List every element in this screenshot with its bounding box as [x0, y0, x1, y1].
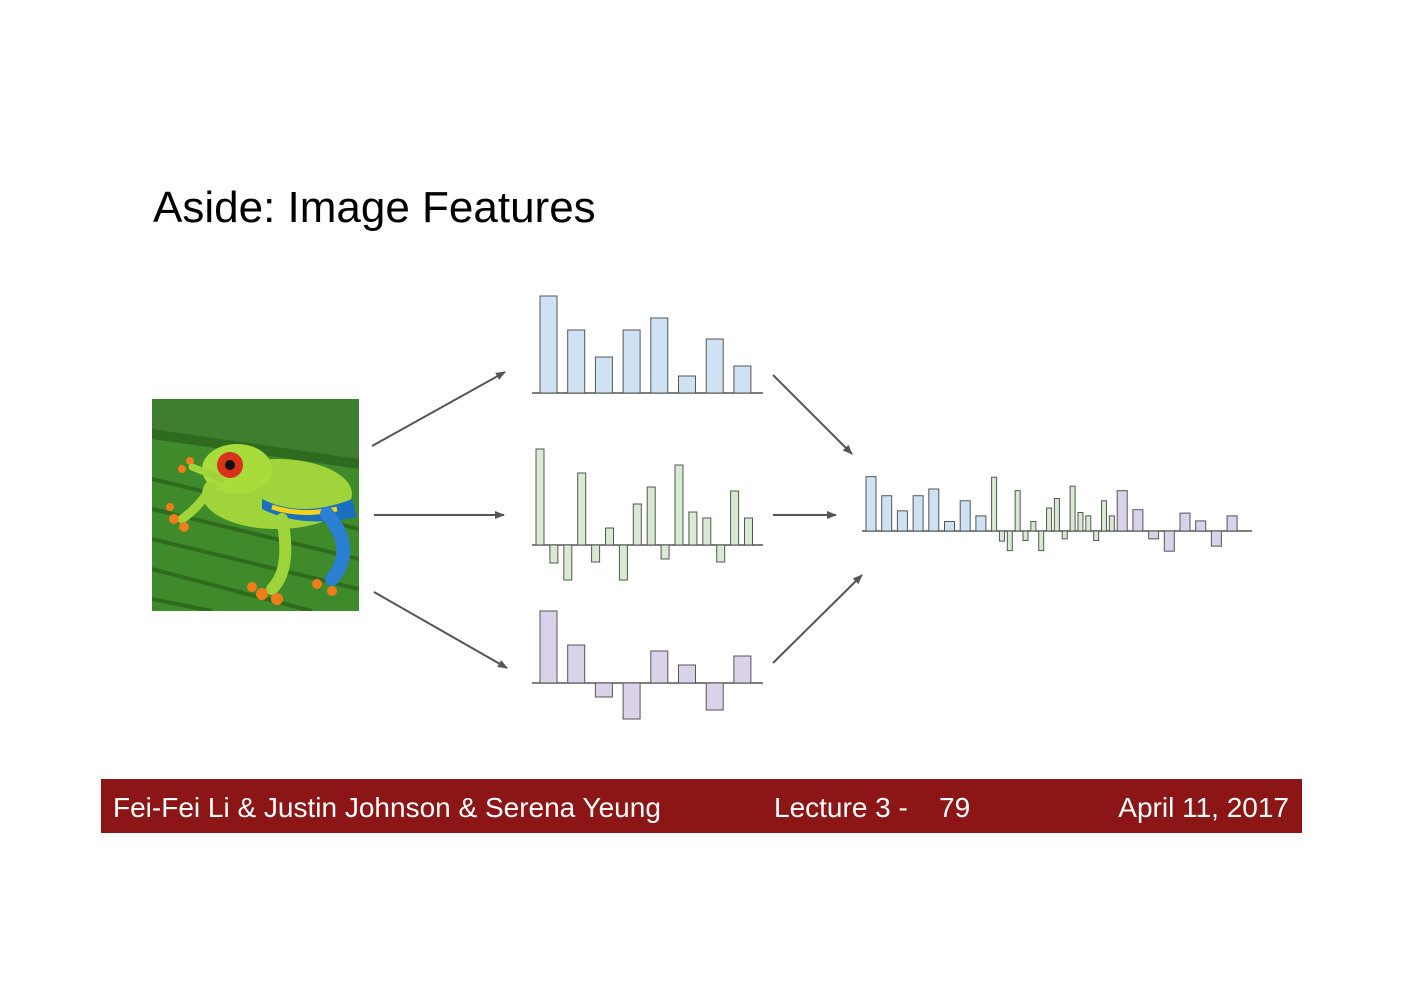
footer-date: April 11, 2017	[1118, 792, 1289, 823]
concat-f2-bar-12	[1077, 512, 1084, 532]
feature-2-bar-1	[535, 448, 545, 546]
concat-f2-bar-13	[1085, 515, 1092, 532]
concat-f1-bar-7	[959, 500, 971, 532]
feature-1-bar-1	[539, 295, 558, 394]
concat-f1-bar-3	[896, 510, 908, 532]
feature-1-bar-8	[733, 365, 752, 394]
concat-f1-bar-2	[881, 495, 893, 532]
concat-f2-bar-16	[1108, 515, 1115, 532]
concat-f3-bar-6	[1195, 520, 1207, 532]
concat-f3-bar-4	[1163, 530, 1175, 552]
concat-f2-bar-15	[1101, 500, 1107, 532]
feature-1-bar-7	[705, 338, 724, 394]
arrow-to-feature-1	[371, 371, 506, 447]
concat-f2-bar-9	[1053, 498, 1060, 532]
concat-f2-bar-7	[1038, 530, 1045, 552]
feature-2-bar-15	[730, 490, 740, 546]
feature-2-bar-12	[688, 511, 698, 546]
feature-3-bar-5	[650, 650, 669, 684]
feature-2-bar-10	[660, 544, 670, 560]
concat-f3-bar-2	[1132, 509, 1144, 532]
feature-2-bar-8	[632, 503, 642, 546]
concatenated-histogram	[862, 476, 1252, 552]
concat-f1-bar-4	[912, 495, 924, 532]
feature-1-bar-2	[567, 329, 586, 394]
feature-1-bar-5	[650, 317, 669, 394]
feature-1-bar-3	[594, 356, 613, 394]
feature-2-bar-3	[563, 544, 573, 581]
feature-2-bar-13	[702, 517, 712, 546]
feature-3-bar-8	[733, 655, 752, 684]
feature-3-bar-4	[622, 682, 641, 720]
concat-f1-bar-5	[928, 488, 940, 532]
concat-f3-bar-1	[1116, 490, 1128, 532]
footer-page-number: 79	[939, 792, 971, 823]
concat-f1-bar-8	[975, 515, 987, 532]
feature-2-bar-7	[618, 544, 628, 581]
concat-f3-bar-7	[1210, 530, 1222, 547]
concat-f1-bar-6	[944, 520, 955, 532]
feature-1-bar-6	[678, 375, 696, 394]
feature-3-histogram	[532, 610, 763, 720]
feature-2-bar-16	[744, 517, 753, 546]
concat-f3-bar-3	[1148, 530, 1160, 540]
concat-f3-bar-5	[1179, 512, 1191, 532]
feature-2-bar-4	[577, 472, 587, 546]
arrow-feature-3-to-concat	[772, 574, 863, 664]
feature-3-bar-6	[678, 664, 696, 684]
concat-f2-bar-5	[1022, 530, 1029, 542]
feature-3-bar-7	[705, 682, 724, 711]
footer-bar: Fei-Fei Li & Justin Johnson & Serena Yeu…	[101, 779, 1302, 833]
concat-f2-bar-11	[1069, 485, 1076, 532]
feature-1-bar-4	[622, 329, 641, 394]
concat-f2-bar-14	[1093, 530, 1100, 542]
histograms	[532, 295, 1252, 720]
concat-f2-bar-8	[1046, 507, 1053, 532]
feature-2-bar-11	[674, 464, 684, 546]
slide-title: Aside: Image Features	[153, 183, 596, 232]
concat-f2-bar-3	[1006, 530, 1013, 552]
concat-f2-bar-1	[991, 476, 998, 532]
feature-2-bar-6	[605, 527, 614, 546]
frog-image	[152, 399, 359, 611]
concat-f2-bar-2	[998, 530, 1005, 542]
feature-2-bar-14	[716, 544, 726, 563]
feature-2-bar-5	[591, 544, 601, 563]
concat-f2-bar-4	[1014, 490, 1021, 532]
arrow-to-feature-3	[373, 591, 508, 669]
concat-f2-bar-10	[1061, 530, 1068, 540]
feature-2-bar-2	[549, 544, 559, 564]
footer-lecture: Lecture 3 -	[774, 792, 908, 823]
arrows	[371, 371, 863, 669]
feature-3-bar-1	[539, 610, 558, 684]
feature-2-histogram	[532, 448, 763, 581]
feature-3-bar-2	[567, 644, 586, 684]
footer-authors: Fei-Fei Li & Justin Johnson & Serena Yeu…	[113, 792, 661, 823]
feature-3-bar-3	[594, 682, 613, 698]
arrow-feature-1-to-concat	[772, 374, 853, 455]
concat-f2-bar-6	[1030, 520, 1037, 532]
feature-1-histogram	[532, 295, 763, 394]
concat-f1-bar-1	[865, 476, 877, 532]
concat-f3-bar-8	[1226, 515, 1238, 532]
feature-2-bar-9	[646, 486, 656, 546]
